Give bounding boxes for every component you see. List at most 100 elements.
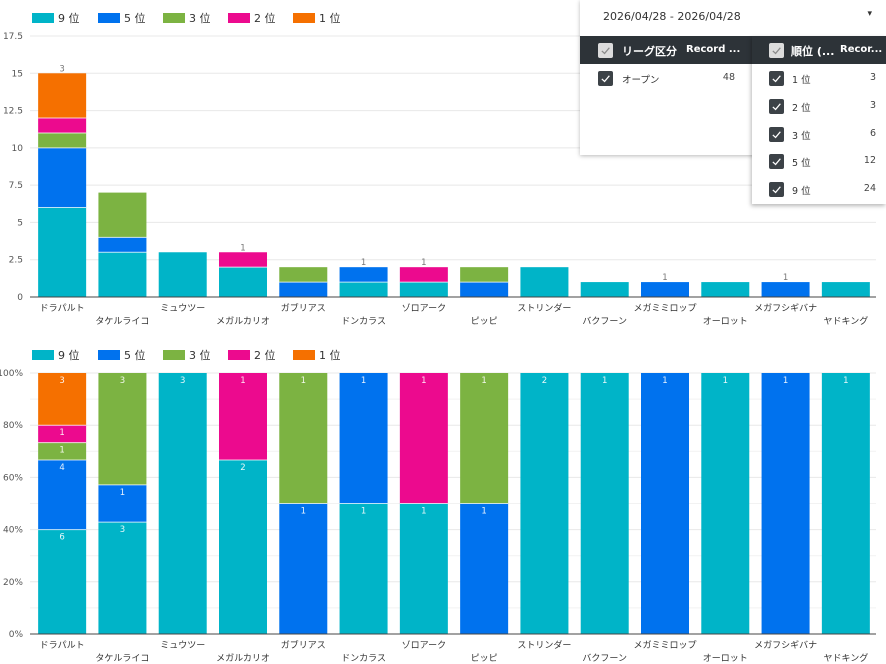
bar-stack: 11 [339, 373, 388, 634]
bar-stack [520, 267, 569, 297]
date-range-dropdown[interactable]: 2026/04/28 - 2026/04/28 ▾ [580, 0, 886, 36]
select-all-rank-checkbox[interactable] [769, 43, 784, 58]
checkmark-icon [772, 103, 781, 111]
bar-segment [98, 252, 147, 297]
data-label: 1 [421, 376, 426, 386]
bar-stack: 1 [761, 373, 810, 634]
rank-row[interactable]: 9 位 24 [752, 175, 886, 203]
legend-item[interactable]: 3 位 [163, 11, 211, 25]
league-filter-header: リーグ区分 Record ... [580, 36, 752, 64]
bar-stack: 1 [641, 373, 689, 634]
bar-segment [339, 373, 388, 504]
legend-swatch [163, 350, 185, 360]
legend-item[interactable]: 1 位 [293, 11, 341, 25]
legend-item[interactable]: 9 位 [32, 348, 80, 362]
y-tick-label: 12.5 [3, 107, 23, 117]
data-label: 1 [481, 376, 486, 386]
data-label: 1 [723, 376, 728, 386]
rank-checkbox[interactable] [769, 71, 784, 86]
bar-stack: 21 [219, 243, 267, 297]
bar-segment [580, 373, 629, 634]
legend-swatch [228, 350, 250, 360]
rank-checkbox[interactable] [769, 182, 784, 197]
league-column-header[interactable]: リーグ区分 [622, 45, 677, 58]
legend-item[interactable]: 9 位 [32, 11, 80, 25]
rank-row[interactable]: 1 位 3 [752, 64, 886, 92]
bar-stack: 11 [399, 373, 448, 634]
data-label: 1 [120, 488, 125, 498]
rank-record-column-header[interactable]: Recor... [840, 44, 883, 55]
legend-item[interactable]: 3 位 [163, 348, 211, 362]
x-tick-label: バクフーン [582, 653, 627, 664]
rank-row[interactable]: 5 位 12 [752, 147, 886, 175]
bar-stack: 3 [158, 373, 207, 634]
league-row-open[interactable]: オープン 48 [580, 64, 752, 92]
data-label: 1 [602, 376, 607, 386]
bar-stack [580, 282, 629, 297]
rank-checkbox[interactable] [769, 99, 784, 114]
legend-label: 3 位 [189, 348, 211, 362]
data-label: 1 [361, 258, 366, 268]
legend-swatch [293, 350, 315, 360]
bar-segment [158, 373, 207, 634]
legend-item[interactable]: 2 位 [228, 348, 276, 362]
y-tick-label: 10 [12, 144, 24, 154]
select-all-league-checkbox[interactable] [598, 43, 613, 58]
x-tick-label: ドラパルト [40, 640, 85, 651]
x-tick-label: オーロット [703, 316, 748, 327]
legend-item[interactable]: 1 位 [293, 348, 341, 362]
data-label: 3 [180, 376, 185, 386]
bar-segment [399, 267, 448, 283]
rank-filter-panel: 順位 (... Recor... 1 位 3 2 位 3 3 位 6 5 位 1… [752, 36, 886, 204]
y-tick-label: 0% [9, 630, 24, 640]
data-label: 4 [59, 463, 64, 473]
dropdown-arrow-icon[interactable]: ▾ [867, 9, 872, 19]
data-label: 1 [240, 376, 245, 386]
x-tick-label: バクフーン [582, 316, 627, 327]
rank-checkbox[interactable] [769, 154, 784, 169]
rank-column-header[interactable]: 順位 (... [791, 45, 835, 58]
bar-segment [701, 282, 750, 297]
rank-row-value: 3 [869, 72, 876, 83]
bar-segment [460, 373, 509, 504]
bar-stack: 3 1 3 [98, 373, 147, 634]
rank-row[interactable]: 3 位 6 [752, 120, 886, 148]
y-tick-label: 80% [3, 421, 23, 431]
bar-segment [279, 267, 328, 283]
bar-segment [279, 282, 328, 297]
legend-label: 9 位 [58, 348, 80, 362]
league-record-column-header[interactable]: Record ... [686, 44, 741, 55]
legend-item[interactable]: 2 位 [228, 11, 276, 25]
date-range-value: 2026/04/28 - 2026/04/28 [603, 10, 741, 23]
x-tick-label: ドンカラス [341, 653, 386, 664]
bar-stack: 31 [98, 192, 147, 297]
rank-row[interactable]: 2 位 3 [752, 92, 886, 120]
bar-segment [279, 503, 328, 634]
data-label: 1 [240, 243, 245, 253]
bar-stack: 1 [641, 273, 689, 297]
y-tick-label: 20% [3, 578, 23, 588]
data-label: 1 [301, 507, 306, 517]
bar-segment [38, 442, 87, 460]
bar-segment [219, 252, 267, 268]
data-label: 1 [662, 376, 667, 386]
bar-segment [520, 373, 569, 634]
bar-segment [399, 373, 448, 504]
bar-segment [460, 267, 509, 283]
legend-item[interactable]: 5 位 [98, 11, 146, 25]
bar-segment [821, 373, 870, 634]
x-tick-label: メガミミロップ [633, 303, 696, 314]
bar-segment [399, 282, 448, 297]
data-label: 1 [301, 376, 306, 386]
bar-segment [158, 252, 207, 297]
legend-item[interactable]: 5 位 [98, 348, 146, 362]
bar-stack [821, 282, 870, 297]
x-tick-label: ピッピ [471, 653, 498, 664]
x-tick-label: ミュウツー [160, 303, 205, 314]
rank-row-value: 3 [869, 100, 876, 111]
rank-checkbox[interactable] [769, 127, 784, 142]
data-label: 1 [662, 273, 667, 283]
bar-stack: 1 [701, 373, 750, 634]
league-open-checkbox[interactable] [598, 71, 613, 86]
